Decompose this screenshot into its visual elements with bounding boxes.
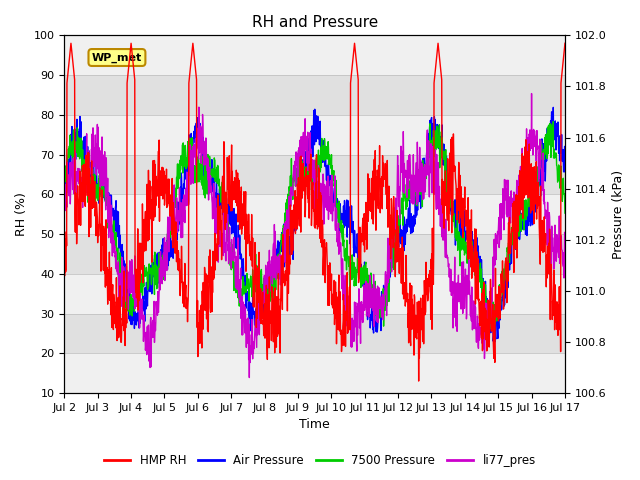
Bar [64, 115, 565, 155]
Bar [64, 194, 565, 234]
Title: RH and Pressure: RH and Pressure [252, 15, 378, 30]
Bar [64, 36, 565, 75]
Legend: HMP RH, Air Pressure, 7500 Pressure, li77_pres: HMP RH, Air Pressure, 7500 Pressure, li7… [100, 449, 540, 472]
Y-axis label: Pressure (kPa): Pressure (kPa) [612, 169, 625, 259]
Bar [64, 353, 565, 393]
Text: WP_met: WP_met [92, 52, 142, 63]
Bar [64, 274, 565, 313]
X-axis label: Time: Time [300, 419, 330, 432]
Y-axis label: RH (%): RH (%) [15, 192, 28, 236]
